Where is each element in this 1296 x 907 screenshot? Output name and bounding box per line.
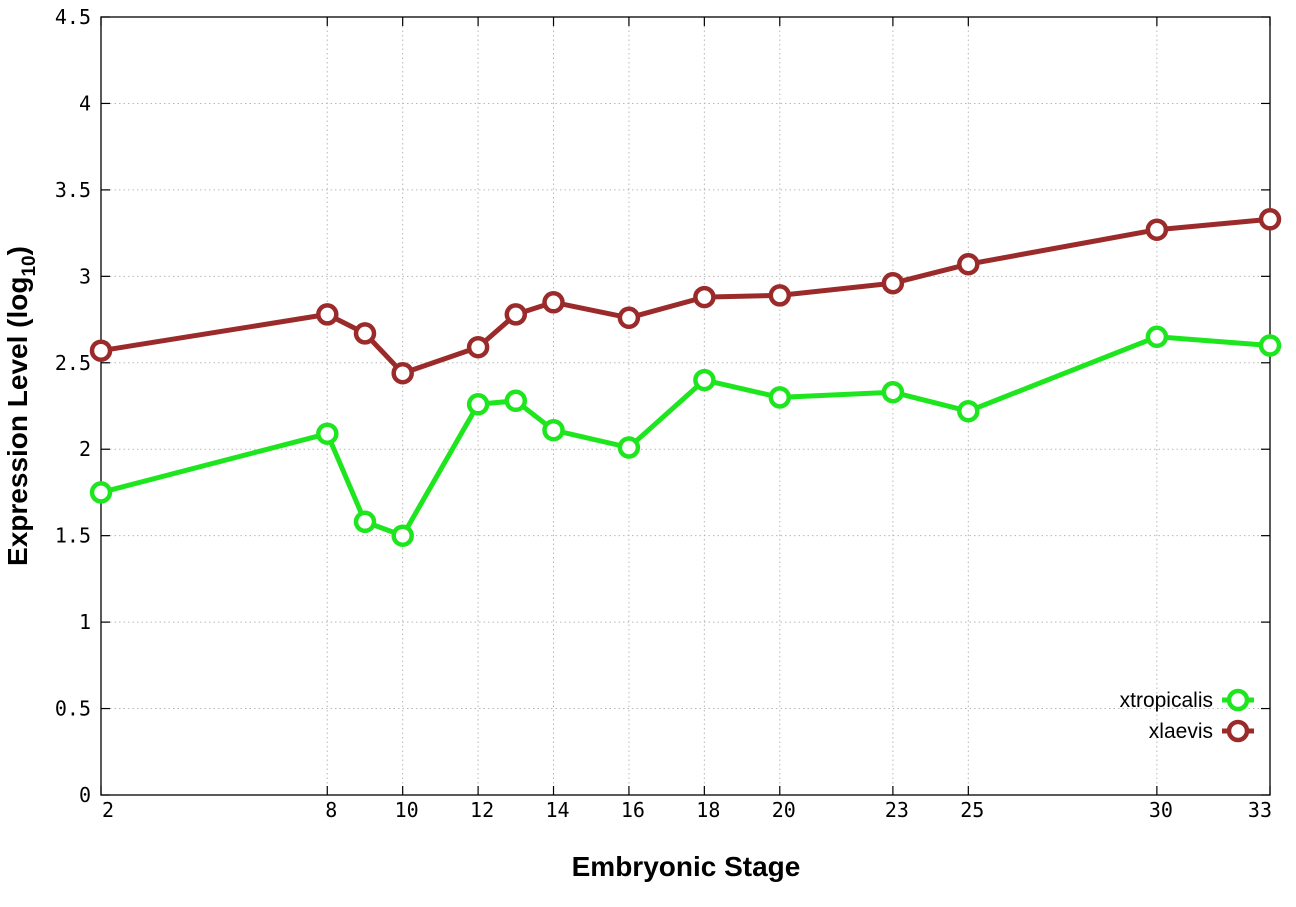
data-point-xtropicalis [768, 386, 792, 409]
y-tick-label: 3 [79, 264, 91, 288]
y-axis-title-subscript: 10 [19, 255, 40, 276]
plot-area-border [100, 16, 1271, 796]
y-tick-label: 3.5 [55, 178, 91, 202]
grid-lines [101, 17, 1270, 795]
x-tick-label: 25 [960, 798, 984, 822]
data-point-xlaevis [1145, 218, 1169, 241]
data-point-xlaevis [1258, 208, 1282, 231]
data-point-xtropicalis [391, 524, 414, 547]
y-axis-title-main: Expression Level (log [2, 277, 33, 566]
x-tick-label: 23 [885, 798, 909, 822]
data-point-xlaevis [957, 252, 980, 276]
axis-ticks: 0 0.5 1 1.5 2 2.5 3 3.5 4 4.5 2 8 10 12 14 16 18 20 23 25 30… [55, 5, 1272, 822]
data-point-xtropicalis [881, 380, 905, 404]
data-point-xtropicalis [1258, 334, 1282, 357]
series-xtropicalis [89, 325, 1282, 547]
x-tick-label: 12 [470, 798, 494, 822]
y-tick-label: 1 [79, 610, 91, 634]
y-tick-label: 1.5 [55, 524, 91, 548]
data-point-xlaevis [542, 291, 565, 314]
data-point-xlaevis [391, 361, 414, 385]
x-tick-label: 33 [1248, 798, 1272, 822]
x-tick-label: 2 [102, 798, 114, 822]
x-axis-title: Embryonic Stage [572, 851, 801, 882]
y-tick-label: 4 [79, 91, 91, 115]
data-point-xtropicalis [316, 422, 339, 445]
data-point-xtropicalis [504, 389, 528, 413]
data-point-xtropicalis [542, 418, 565, 442]
series-line-xtropicalis [100, 334, 1271, 539]
x-tick-label: 16 [621, 798, 645, 822]
data-point-xtropicalis [353, 510, 377, 534]
data-point-xlaevis [617, 306, 641, 330]
data-point-xlaevis [504, 303, 528, 326]
x-tick-label: 8 [325, 798, 337, 822]
data-point-xlaevis [353, 322, 377, 345]
x-tick-label: 30 [1149, 798, 1173, 822]
data-point-xlaevis [881, 271, 905, 295]
legend: xtropicalis xlaevis [1120, 688, 1254, 743]
data-point-xlaevis [693, 285, 716, 309]
series-xlaevis [89, 208, 1282, 385]
y-tick-label: 0.5 [55, 697, 91, 721]
data-point-xlaevis [316, 303, 339, 326]
y-axis-title: Expression Level (log10) [2, 246, 40, 566]
x-tick-label: 20 [772, 798, 796, 822]
data-point-xlaevis [768, 284, 792, 307]
data-point-xtropicalis [693, 368, 716, 392]
series-line-xlaevis [100, 216, 1271, 376]
data-point-xtropicalis [957, 399, 980, 423]
legend-swatch-marker-xtropicalis [1226, 688, 1250, 712]
y-tick-label: 2 [79, 437, 91, 461]
data-point-xtropicalis [466, 393, 490, 416]
data-point-xlaevis [89, 339, 113, 362]
data-point-xtropicalis [89, 481, 113, 504]
x-tick-label: 14 [545, 798, 569, 822]
data-point-xtropicalis [1145, 325, 1169, 349]
x-tick-label: 18 [696, 798, 720, 822]
y-tick-label: 0 [79, 783, 91, 807]
x-tick-label: 10 [395, 798, 419, 822]
legend-swatch-marker-xlaevis [1226, 719, 1250, 743]
data-point-xlaevis [466, 335, 490, 359]
y-axis-title-close: ) [2, 246, 33, 255]
y-tick-label: 2.5 [55, 351, 91, 375]
legend-label-xlaevis: xlaevis [1149, 720, 1213, 743]
legend-label-xtropicalis: xtropicalis [1120, 689, 1213, 712]
data-point-xtropicalis [617, 436, 641, 459]
series-layer [89, 208, 1282, 547]
y-tick-label: 4.5 [55, 5, 91, 29]
